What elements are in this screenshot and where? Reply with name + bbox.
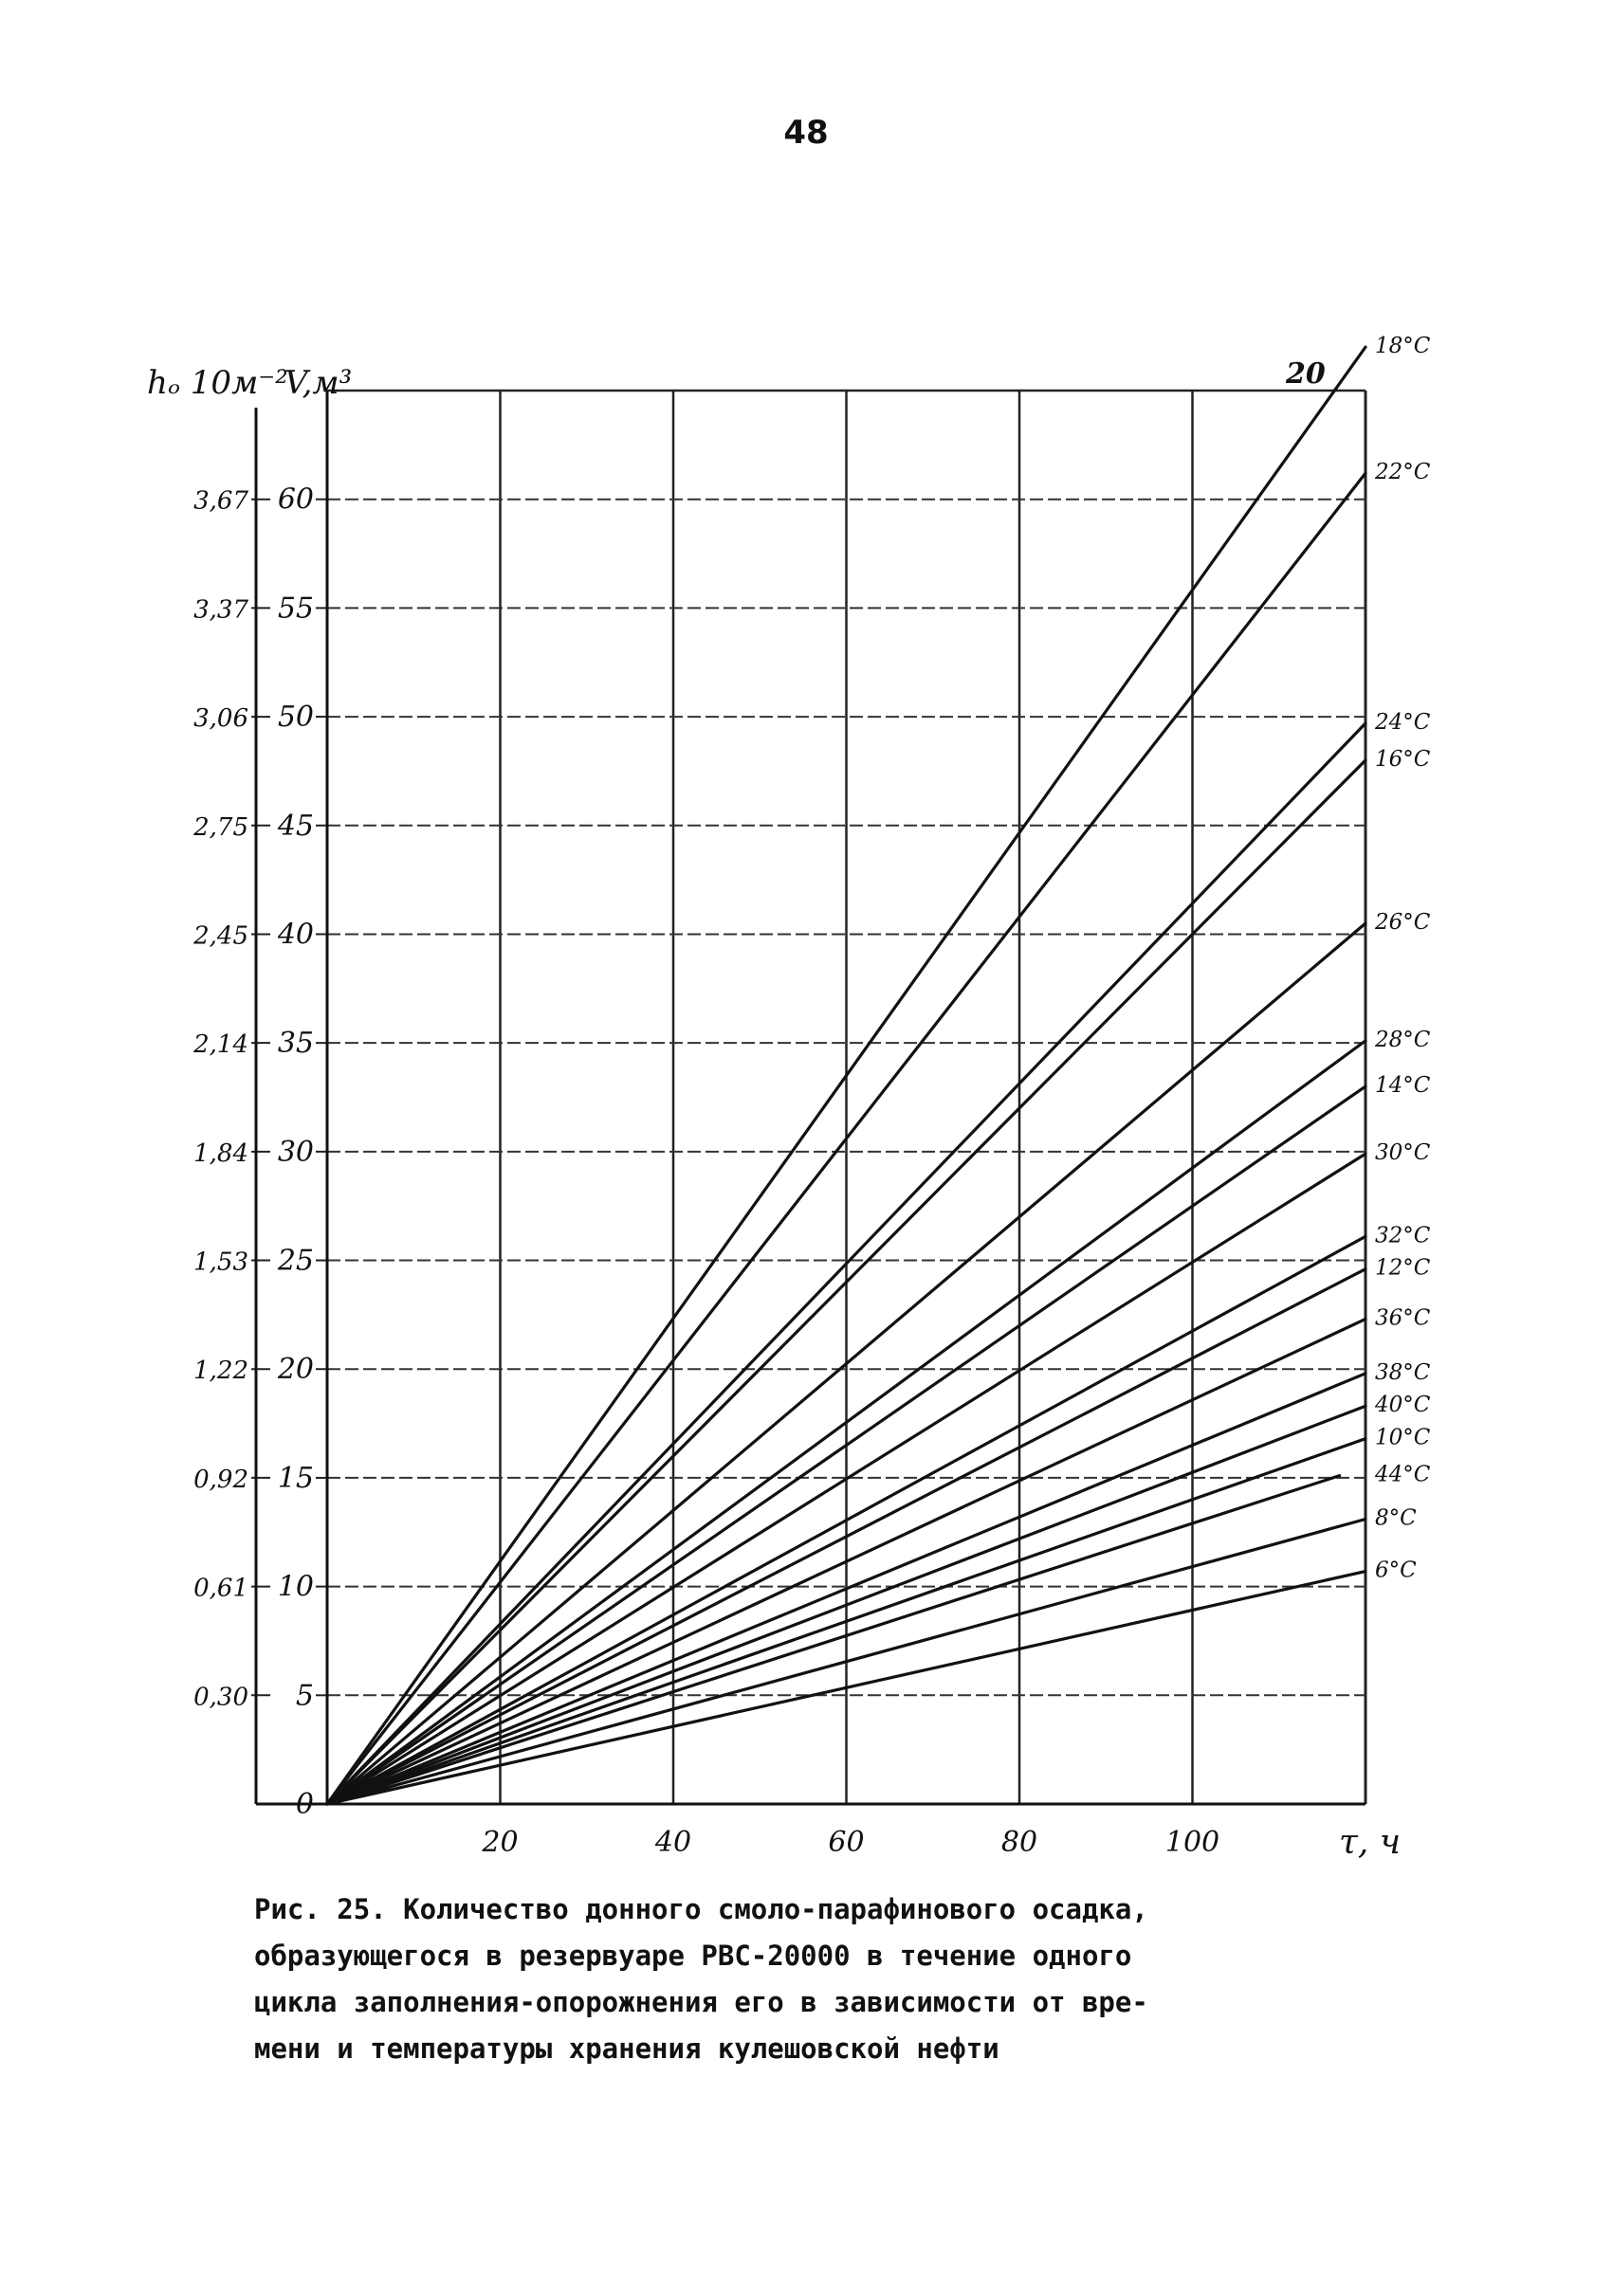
h-axis-title: hₒ 10м⁻² (147, 364, 288, 402)
h-tick-label: 2,45 (192, 921, 248, 950)
series-line (325, 345, 1367, 1806)
h-tick-label: 1,84 (193, 1139, 248, 1168)
h-tick-label: 2,75 (192, 813, 248, 842)
series-label: 10°C (1375, 1426, 1431, 1450)
x-tick-label: 100 (1165, 1826, 1219, 1859)
x-tick-label: 60 (828, 1826, 864, 1859)
series-line (325, 1437, 1367, 1806)
series-label: 12°C (1375, 1256, 1431, 1281)
x-tick-label: 80 (1001, 1826, 1037, 1859)
h-tick-label: 3,06 (193, 704, 248, 733)
series-line (325, 1084, 1367, 1806)
h-tick-label: 2,14 (192, 1030, 248, 1059)
y-tick-label: 50 (278, 701, 314, 734)
series-line (325, 1569, 1367, 1806)
sediment-chart: 20 40 60 80 100 0 5 10 15 20 25 30 35 40 45 50 55 60 0,30 0… (147, 334, 1431, 1862)
series-label: 26°C (1374, 910, 1431, 935)
series-line (325, 721, 1367, 1806)
h-tick-label: 1,53 (193, 1248, 248, 1277)
h-tick-label: 1,22 (193, 1357, 248, 1385)
h-tick-label: 0,61 (193, 1575, 248, 1603)
series-line (325, 1372, 1367, 1806)
chart-labels: 20 40 60 80 100 0 5 10 15 20 25 30 35 40 45 50 55 60 0,30 0… (147, 334, 1431, 1862)
series-lines (325, 345, 1367, 1806)
series-line (325, 1317, 1367, 1806)
series-label: 16°C (1375, 747, 1431, 772)
y-tick-label: 30 (278, 1136, 314, 1169)
y-tick-label: 25 (277, 1245, 314, 1278)
series-line (325, 921, 1367, 1806)
y-tick-label: 60 (278, 483, 314, 517)
series-label: 18°C (1375, 334, 1431, 358)
series-label: 44°C (1374, 1463, 1431, 1487)
series-label: 28°C (1374, 1028, 1431, 1052)
y-axis-title: V,м³ (284, 364, 352, 402)
h-tick-label: 0,92 (193, 1466, 248, 1494)
page-number: 48 (783, 114, 829, 152)
series-label: 38°C (1375, 1360, 1431, 1385)
series-line (325, 758, 1367, 1806)
y-tick-label: 55 (278, 592, 314, 625)
series-line (325, 1039, 1367, 1806)
h-tick-label: 0,30 (193, 1683, 248, 1711)
caption-line: образующегося в резервуаре РВС-20000 в т… (254, 1940, 1132, 1972)
series-line (325, 1152, 1367, 1806)
x-tick-label: 40 (654, 1826, 691, 1859)
y-tick-label: 5 (296, 1679, 314, 1712)
y-tick-label: 40 (277, 918, 314, 951)
x-axis-title: τ, ч (1339, 1823, 1401, 1862)
series-line (325, 1474, 1342, 1806)
series-line (325, 1267, 1367, 1806)
x-tick-label: 20 (481, 1826, 518, 1859)
y-tick-label: 45 (277, 810, 314, 843)
grid (327, 389, 1367, 1804)
caption-line: цикла заполнения-опорожнения его в завис… (254, 1986, 1148, 2018)
axes (251, 391, 1366, 1806)
figure-caption: Рис. 25. Количество донного смоло-парафи… (254, 1886, 1288, 2072)
series-line (325, 1234, 1367, 1806)
series-label: 14°C (1375, 1073, 1431, 1098)
series-line (325, 471, 1367, 1806)
series-label: 6°C (1375, 1558, 1417, 1583)
series-label: 8°C (1375, 1506, 1417, 1531)
series-label: 32°C (1375, 1223, 1431, 1248)
series-label: 30°C (1375, 1140, 1431, 1165)
y-tick-label: 20 (277, 1353, 314, 1386)
top-label: 20 (1285, 357, 1326, 391)
y-tick-label: 0 (296, 1788, 314, 1821)
y-tick-label: 10 (278, 1571, 314, 1604)
h-tick-label: 3,37 (193, 595, 248, 624)
caption-line: Рис. 25. Количество донного смоло-парафи… (254, 1893, 1148, 1925)
caption-line: мени и температуры хранения кулешовской … (254, 2032, 999, 2065)
y-tick-label: 35 (278, 1027, 314, 1060)
y-tick-label: 15 (278, 1462, 314, 1495)
h-tick-label: 3,67 (193, 487, 248, 516)
series-line (325, 1404, 1367, 1806)
series-label: 36°C (1375, 1305, 1431, 1330)
series-line (325, 1517, 1367, 1806)
series-label: 40°C (1374, 1393, 1431, 1417)
series-label: 24°C (1374, 710, 1431, 735)
series-label: 22°C (1374, 460, 1431, 484)
